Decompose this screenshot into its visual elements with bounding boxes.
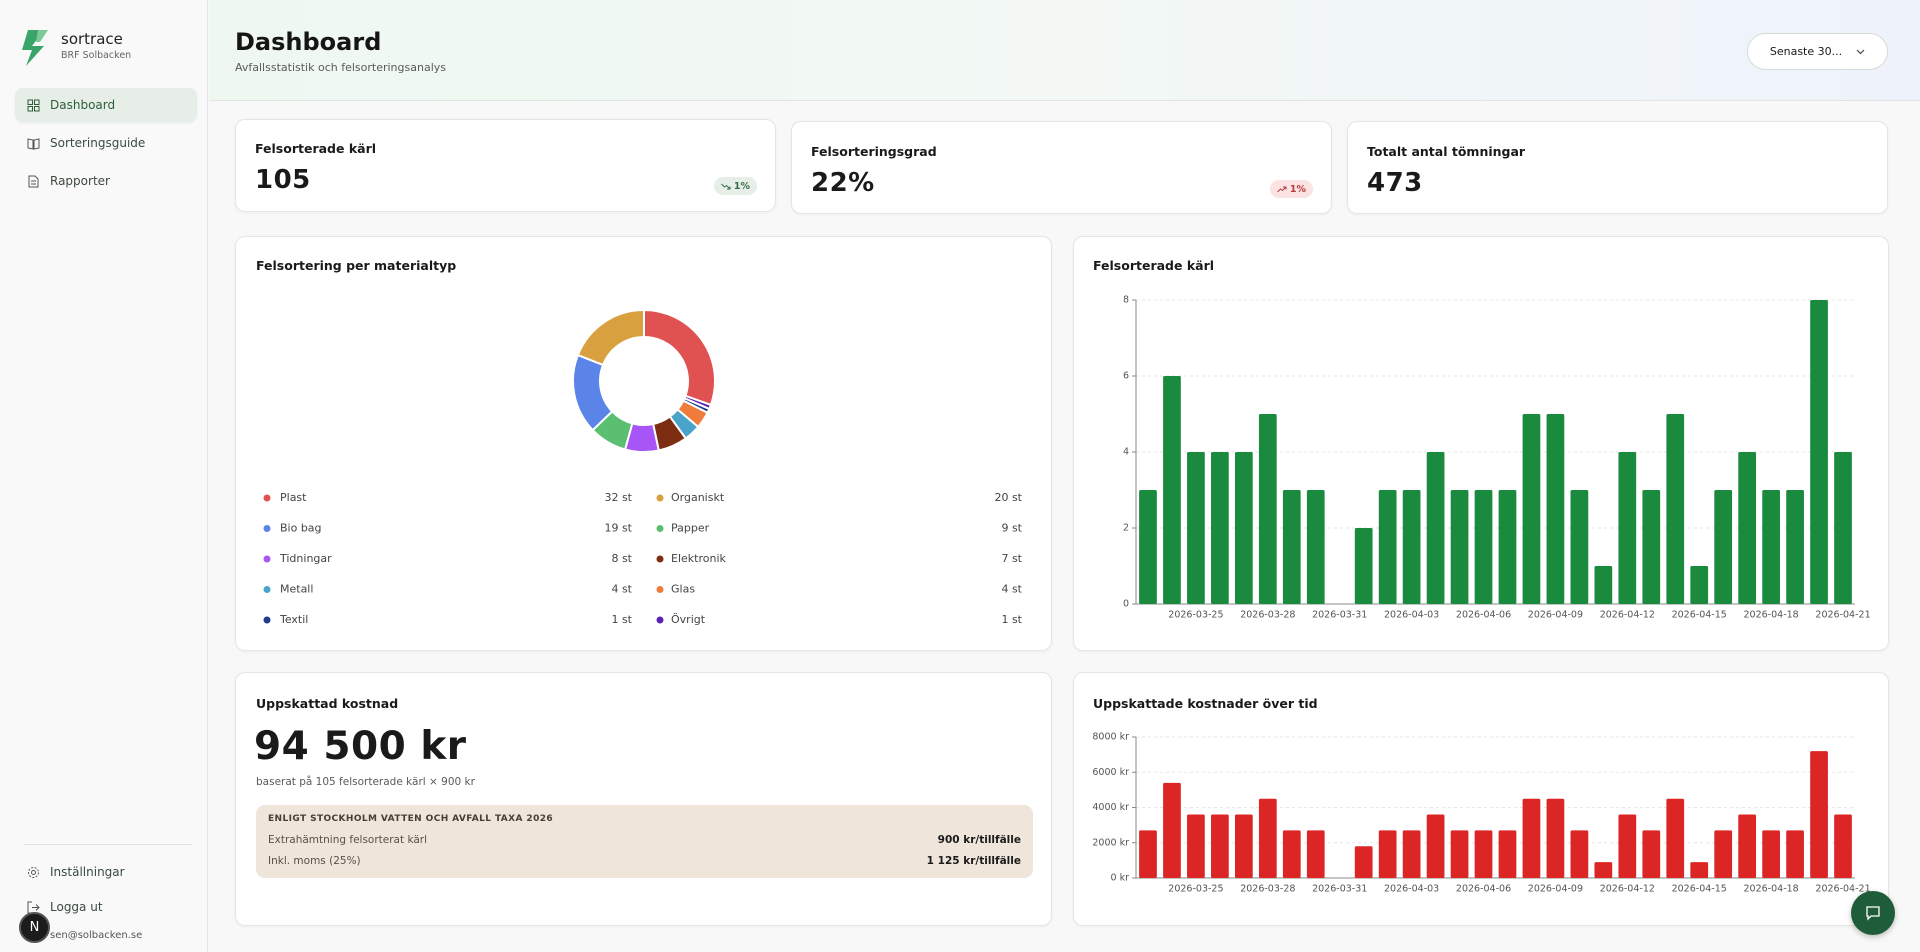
settings-link[interactable]: Inställningar <box>15 855 197 889</box>
chart-card: Uppskattade kostnader över tid <box>1073 672 1889 926</box>
icon <box>27 137 40 150</box>
kpi-card: Felsorterade kärl 105 1% <box>235 119 776 212</box>
nav-label: Inställningar <box>50 865 125 879</box>
trend-badge: 1% <box>1269 180 1313 198</box>
chart-title: Uppskattade kostnader över tid <box>1093 696 1318 711</box>
chat-button[interactable] <box>1851 891 1895 935</box>
icon <box>27 99 40 111</box>
logo <box>22 30 48 66</box>
tariff-title: ENLIGT STOCKHOLM VATTEN OCH AVFALL TAXA … <box>268 814 554 824</box>
kpi-card: Totalt antal tömningar 473 <box>1347 121 1888 214</box>
trend-down-icon <box>721 183 731 189</box>
nav-label: Sorteringsguide <box>50 136 146 150</box>
trend-badge: 1% <box>713 177 757 195</box>
kpi-value: 22% <box>811 168 875 198</box>
page-subtitle: Avfallsstatistik och felsorteringsanalys <box>235 61 446 74</box>
kpi-card: Felsorteringsgrad 22% 1% <box>791 121 1332 214</box>
sidebar: sortrace BRF Solbacken Dashboard Sorteri… <box>0 0 208 952</box>
chart-title: Felsorterade kärl <box>1093 258 1215 273</box>
divider <box>24 844 192 845</box>
nav-label: Dashboard <box>50 98 116 112</box>
tariff-label: Extrahämtning felsorterat kärl <box>268 834 428 846</box>
trend-value: 1% <box>1289 183 1306 195</box>
chat-icon <box>1866 906 1880 921</box>
nav-label: Rapporter <box>50 174 110 188</box>
nav-label: Logga ut <box>50 900 103 914</box>
page-title: Dashboard <box>235 28 382 56</box>
kpi-label: Felsorteringsgrad <box>811 144 937 159</box>
org-name: BRF Solbacken <box>61 50 132 61</box>
brand: sortrace <box>61 30 123 48</box>
icon <box>28 175 39 187</box>
tariff-price: 900 kr/tillfälle <box>937 834 1021 846</box>
nav-item[interactable]: Rapporter <box>15 164 197 198</box>
nav-item[interactable]: Sorteringsguide <box>15 126 197 160</box>
kpi-value: 105 <box>255 165 311 195</box>
cost-title: Uppskattad kostnad <box>256 696 399 711</box>
user-email: sen@solbacken.se <box>50 930 143 941</box>
date-range-select[interactable]: Senaste 30... <box>1747 33 1888 70</box>
cost-basis: baserat på 105 felsorterade kärl × 900 k… <box>256 776 475 788</box>
header <box>209 0 1920 101</box>
tariff-label: Inkl. moms (25%) <box>268 855 361 867</box>
trend-value: 1% <box>733 180 750 192</box>
kpi-label: Felsorterade kärl <box>255 141 377 156</box>
trend-up-icon <box>1277 186 1287 192</box>
nav-item[interactable]: Dashboard <box>15 88 197 122</box>
avatar[interactable]: N <box>19 912 50 943</box>
kpi-value: 473 <box>1367 168 1423 198</box>
cost-value: 94 500 kr <box>254 724 467 769</box>
chevron <box>1856 49 1865 54</box>
icon <box>28 866 39 878</box>
tariff-box: ENLIGT STOCKHOLM VATTEN OCH AVFALL TAXA … <box>256 805 1033 878</box>
kpi-label: Totalt antal tömningar <box>1367 144 1526 159</box>
chart-card: Felsortering per materialtyp <box>235 236 1052 651</box>
chart-title: Felsortering per materialtyp <box>256 258 457 273</box>
tariff-price: 1 125 kr/tillfälle <box>926 855 1021 867</box>
date-range-label: Senaste 30... <box>1769 45 1843 58</box>
cost-card: Uppskattad kostnad 94 500 kr baserat på … <box>235 672 1052 926</box>
chart-card: Felsorterade kärl <box>1073 236 1889 651</box>
